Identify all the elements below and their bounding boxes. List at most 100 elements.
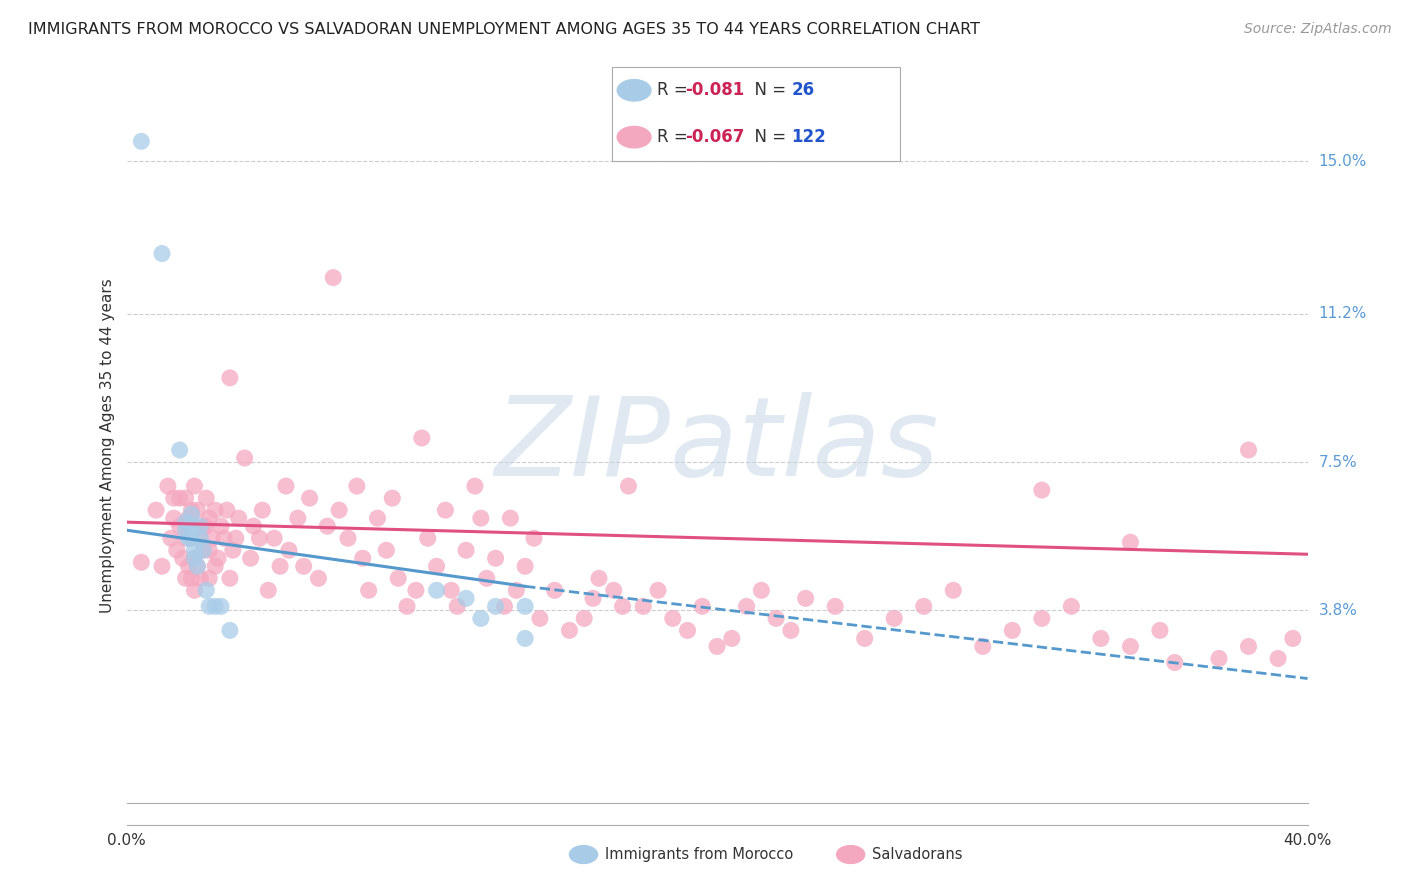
Point <box>219 624 242 638</box>
Point <box>195 491 218 505</box>
Point <box>209 599 232 614</box>
Point <box>454 591 477 606</box>
Point <box>375 543 398 558</box>
Point <box>357 583 380 598</box>
Point <box>287 511 309 525</box>
Y-axis label: Unemployment Among Ages 35 to 44 years: Unemployment Among Ages 35 to 44 years <box>100 278 115 614</box>
Point <box>193 519 215 533</box>
Text: 40.0%: 40.0% <box>1284 833 1331 848</box>
Point <box>972 640 994 654</box>
Point <box>150 559 173 574</box>
Point <box>257 583 280 598</box>
Text: N =: N = <box>744 128 792 146</box>
Point <box>366 511 388 525</box>
Point <box>1031 483 1053 497</box>
Point <box>484 599 508 614</box>
Point <box>779 624 801 638</box>
Point <box>617 479 640 493</box>
Point <box>263 531 285 545</box>
Point <box>215 503 238 517</box>
Point <box>454 543 477 558</box>
Point <box>381 491 404 505</box>
Point <box>247 531 270 545</box>
Point <box>1149 624 1171 638</box>
Point <box>188 571 211 585</box>
Point <box>174 491 197 505</box>
Point <box>201 531 224 545</box>
Point <box>174 515 197 529</box>
Point <box>198 543 221 558</box>
Point <box>661 611 683 625</box>
Point <box>499 511 522 525</box>
Point <box>193 543 215 558</box>
Point <box>163 491 186 505</box>
Point <box>322 270 344 285</box>
Point <box>411 431 433 445</box>
Point <box>582 591 605 606</box>
Text: -0.067: -0.067 <box>685 128 744 146</box>
Point <box>292 559 315 574</box>
Point <box>193 543 215 558</box>
Point <box>188 531 211 545</box>
Point <box>169 442 191 457</box>
Point <box>242 519 264 533</box>
Point <box>405 583 427 598</box>
Text: Source: ZipAtlas.com: Source: ZipAtlas.com <box>1244 22 1392 37</box>
Point <box>346 479 368 493</box>
Point <box>180 503 202 517</box>
Point <box>1208 651 1230 665</box>
Point <box>464 479 486 493</box>
Point <box>720 632 742 646</box>
Point <box>440 583 463 598</box>
Point <box>470 611 492 625</box>
Point <box>239 551 262 566</box>
Point <box>515 559 537 574</box>
Point <box>252 503 274 517</box>
Point <box>298 491 321 505</box>
Point <box>853 632 876 646</box>
Point <box>204 503 226 517</box>
Point <box>163 511 186 525</box>
Text: -0.081: -0.081 <box>685 81 744 99</box>
Text: N =: N = <box>744 81 792 99</box>
Point <box>352 551 374 566</box>
Text: 122: 122 <box>792 128 827 146</box>
Point <box>676 624 699 638</box>
Point <box>942 583 965 598</box>
Point <box>180 519 202 533</box>
Point <box>307 571 329 585</box>
Point <box>612 599 634 614</box>
Point <box>198 511 221 525</box>
Point <box>174 523 197 537</box>
Point <box>765 611 787 625</box>
Point <box>186 559 208 574</box>
Point <box>416 531 439 545</box>
Text: 7.5%: 7.5% <box>1319 455 1357 469</box>
Point <box>180 531 202 545</box>
Point <box>228 511 250 525</box>
Point <box>1267 651 1289 665</box>
Text: ZIPatlas: ZIPatlas <box>495 392 939 500</box>
Point <box>690 599 713 614</box>
Point <box>219 571 242 585</box>
Point <box>824 599 846 614</box>
Point <box>558 624 581 638</box>
Point <box>515 599 537 614</box>
Point <box>166 543 188 558</box>
Point <box>219 371 242 385</box>
Point <box>186 559 208 574</box>
Point <box>735 599 758 614</box>
Point <box>183 551 205 566</box>
Point <box>195 583 218 598</box>
Point <box>883 611 905 625</box>
Text: R =: R = <box>657 81 693 99</box>
Point <box>188 519 211 533</box>
Point <box>1119 535 1142 549</box>
Point <box>177 531 200 545</box>
Point <box>1001 624 1024 638</box>
Point <box>198 599 221 614</box>
Text: 3.8%: 3.8% <box>1319 603 1358 618</box>
Point <box>150 246 173 260</box>
Text: R =: R = <box>657 128 693 146</box>
Point <box>647 583 669 598</box>
